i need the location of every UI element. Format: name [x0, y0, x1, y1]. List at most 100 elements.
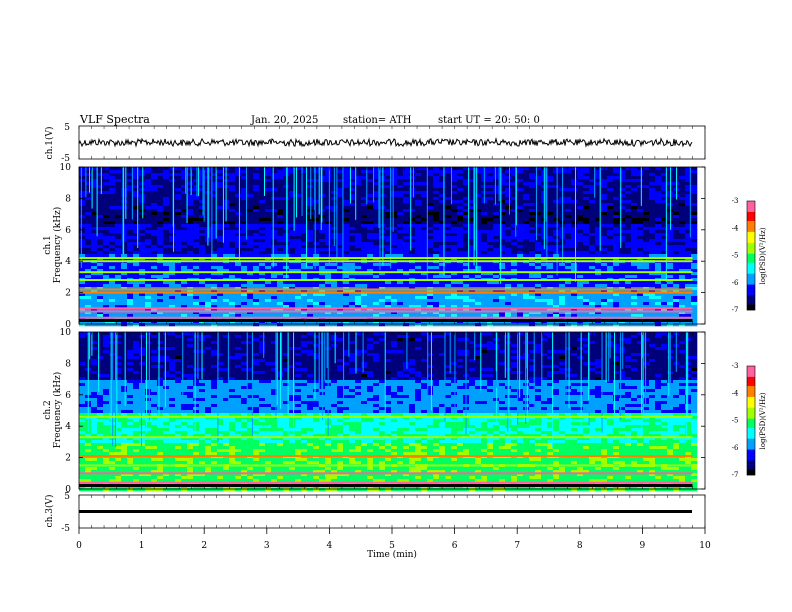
sferic-spike — [115, 332, 117, 448]
ch1-colorbar-swatch — [747, 222, 755, 225]
sferic-spike — [517, 332, 519, 425]
sferic-spike — [276, 332, 278, 406]
ch2-colorbar-swatch — [747, 411, 755, 414]
sferic-spike — [122, 167, 124, 269]
ch1-colorbar-swatch — [747, 201, 755, 204]
sferic-spike — [473, 167, 475, 266]
ch1-colorbar-swatch — [747, 226, 755, 229]
sferic-spike — [670, 167, 672, 230]
ch2-colorbar-swatch — [747, 440, 755, 443]
frequency-band-3 — [79, 464, 693, 467]
ch2-colorbar-swatch — [747, 464, 755, 467]
sferic-spike — [515, 167, 517, 226]
sferic-spike — [251, 332, 253, 436]
sferic-spike — [215, 167, 217, 239]
ch1-colorbar-swatch — [747, 308, 755, 311]
ch2-colorbar-swatch — [747, 389, 755, 392]
ch2-colorbar-swatch — [747, 418, 755, 421]
sferic-spike — [609, 332, 611, 359]
sferic-spike — [275, 332, 277, 419]
ch2-ytick-label: 10 — [60, 328, 72, 338]
sferic-spike — [410, 167, 412, 251]
sferic-spike — [173, 167, 175, 252]
ch1-colorbar-swatch — [747, 231, 755, 234]
sferic-spike — [426, 167, 428, 280]
sferic-spike — [348, 332, 350, 357]
ch1-colorbar-swatch — [747, 262, 755, 265]
ch1-colorbar-swatch — [747, 208, 755, 211]
baseline-band — [79, 319, 693, 322]
sferic-spike — [263, 332, 265, 358]
ch1-ytick-label: 4 — [65, 257, 71, 267]
x-tick-label: 2 — [201, 541, 207, 551]
ch1-colorbar-swatch — [747, 217, 755, 220]
sferic-spike — [525, 332, 527, 424]
sferic-spike — [500, 167, 502, 218]
sferic-spike — [515, 167, 517, 237]
sferic-spike — [96, 167, 98, 237]
sferic-spike — [366, 167, 368, 205]
sferic-spike — [238, 167, 240, 260]
x-tick-label: 6 — [452, 541, 458, 551]
sferic-spike — [100, 167, 102, 195]
ch2-colorbar-swatch — [747, 380, 755, 383]
ch2-colorbar-swatch — [747, 393, 755, 396]
sferic-spike — [373, 167, 375, 203]
sferic-spike — [669, 332, 671, 408]
ch2-colorbar-swatch — [747, 469, 755, 472]
ch3-ytick-bottom: -5 — [61, 524, 70, 534]
ch2-colorbar-swatch — [747, 447, 755, 450]
sferic-spike — [145, 332, 147, 434]
ch2-colorbar-swatch — [747, 453, 755, 456]
sferic-spike — [333, 167, 335, 246]
sferic-spike — [140, 332, 142, 446]
ch1-colorbar-swatch — [747, 240, 755, 244]
ch1-colorbar-swatch — [747, 270, 755, 273]
ch2-colorbar-swatch — [747, 373, 755, 376]
ch1-colorbar-swatch — [747, 230, 755, 233]
ch2-colorbar-tick: -6 — [732, 444, 739, 452]
sferic-spike — [137, 167, 139, 248]
sferic-spike — [575, 167, 577, 282]
ch3-ylabel: ch.3(V) — [44, 495, 55, 528]
ch3-ytick-top: 5 — [64, 492, 70, 502]
x-tick-label: 1 — [139, 541, 145, 551]
ch2-colorbar-swatch — [747, 422, 755, 425]
ch2-colorbar-swatch — [747, 433, 755, 436]
sferic-spike — [116, 332, 118, 438]
sferic-spike — [676, 167, 678, 200]
sferic-spike — [355, 167, 357, 220]
ch1-waveform-panel: 5 -5 ch.1(V) — [44, 123, 706, 164]
ch1-spectrogram-image — [79, 167, 705, 327]
sferic-spike — [568, 332, 570, 409]
sferic-spike — [217, 332, 219, 443]
sferic-spike — [246, 167, 248, 240]
ch1-waveform-trace — [78, 137, 693, 148]
sferic-spike — [614, 332, 616, 421]
ch1-colorbar-swatch — [747, 293, 755, 296]
sferic-spike — [465, 332, 467, 435]
sferic-spike — [504, 332, 506, 378]
ch1-colorbar-swatch — [747, 224, 755, 227]
sferic-spike — [588, 332, 590, 426]
sferic-spike — [87, 332, 89, 432]
sferic-spike — [296, 167, 298, 218]
ch2-colorbar-swatch — [747, 458, 755, 461]
sferic-spike — [474, 332, 476, 361]
ch1-colorbar-swatch — [747, 233, 755, 236]
sferic-spike — [620, 332, 622, 420]
sferic-spike — [98, 332, 100, 392]
sferic-spike — [123, 167, 125, 255]
sferic-spike — [599, 167, 601, 251]
sferic-spike — [519, 332, 521, 398]
sferic-spike — [390, 167, 392, 269]
sferic-spike — [314, 332, 316, 400]
ch1-spectrogram-panel: 0 2 4 6 8 10 ch.1 Frequency (kHz) — [43, 163, 706, 330]
ch2-colorbar-swatch — [747, 456, 755, 459]
frequency-band-3 — [79, 307, 693, 310]
sferic-spike — [89, 167, 91, 193]
sferic-spike — [336, 167, 338, 266]
ch1-colorbar-swatch — [747, 295, 755, 298]
x-tick-label: 5 — [389, 541, 395, 551]
ch1-colorbar: -3 -4 -5 -6 -7 log(PSD)(V²/Hz) — [732, 197, 767, 314]
